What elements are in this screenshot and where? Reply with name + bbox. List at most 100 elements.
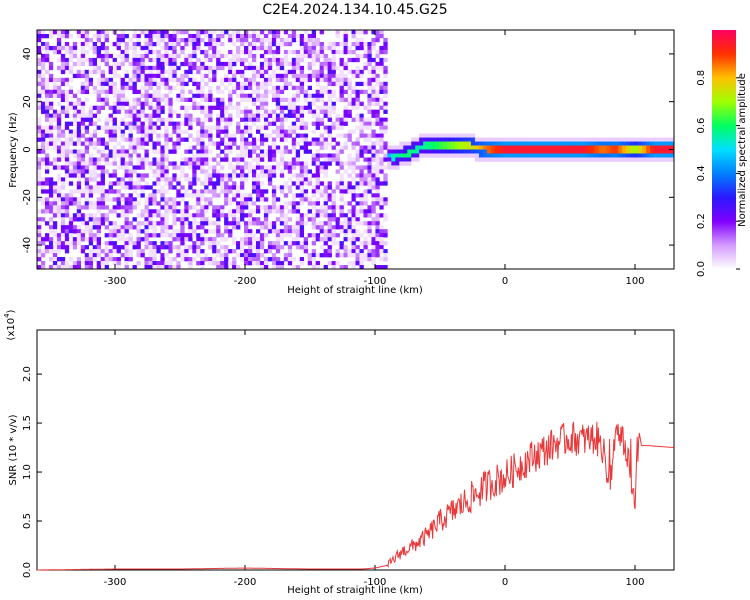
spectrogram-cell: [180, 137, 185, 142]
spectrogram-cell: [232, 77, 237, 83]
spectrogram-cell: [184, 57, 189, 63]
spectrogram-cell: [379, 245, 384, 250]
spectrogram-cell: [124, 101, 129, 106]
spectrogram-cell: [176, 113, 181, 118]
spectrogram-cell: [84, 41, 90, 47]
spectrogram-cell: [323, 165, 328, 170]
spectrogram-cell: [240, 237, 245, 242]
spectrogram-cell: [323, 65, 328, 71]
spectrogram-cell: [148, 113, 153, 118]
spectrogram-cell: [184, 113, 189, 118]
spectrogram-cell: [363, 173, 368, 178]
spectrogram-cell: [383, 89, 388, 95]
spectrogram-cell: [200, 189, 205, 194]
spectrogram-cell: [228, 201, 233, 206]
spectrogram-cell: [307, 233, 313, 238]
spectrogram-cell: [40, 109, 46, 114]
spectrogram-cell: [343, 249, 348, 254]
spectrogram-cell: [391, 145, 396, 150]
spectrogram-cell: [184, 201, 189, 206]
spectrogram-cell: [200, 65, 205, 71]
spectrogram-cell: [80, 233, 86, 238]
spectrogram-cell: [160, 213, 165, 218]
spectrogram-cell: [248, 49, 253, 55]
spectrogram-cell: [204, 169, 209, 174]
spectrogram-cell: [40, 33, 46, 39]
spectrogram-cell: [355, 173, 360, 178]
spectrogram-cell: [212, 53, 217, 59]
spectrogram-cell: [347, 261, 352, 266]
spectrogram-cell: [251, 33, 257, 39]
spectrogram-cell: [307, 101, 313, 106]
spectrogram-cell: [188, 89, 193, 95]
spectrogram-cell: [375, 185, 380, 190]
spectrogram-cell: [263, 265, 269, 270]
spectrogram-cell: [92, 33, 98, 39]
spectrogram-cell: [196, 105, 201, 110]
spectrogram-cell: [128, 121, 133, 126]
spectrogram-cell: [64, 33, 70, 39]
spectrogram-cell: [60, 77, 66, 83]
spectrogram-cell: [184, 129, 189, 134]
spectrogram-cell: [160, 229, 165, 234]
spectrogram-cell: [200, 137, 205, 142]
spectrogram-cell: [236, 85, 241, 91]
spectrogram-cell: [48, 181, 54, 186]
spectrogram-cell: [371, 217, 376, 222]
spectrogram-cell: [204, 73, 209, 79]
spectrogram-cell: [359, 265, 364, 270]
spectrogram-cell: [216, 89, 221, 95]
spectrogram-cell: [287, 37, 293, 43]
spectrogram-cell: [168, 41, 173, 47]
spectrogram-cell: [558, 145, 563, 150]
spectrogram-cell: [84, 181, 90, 186]
spectrogram-cell: [327, 61, 332, 67]
spectrogram-cell: [204, 157, 209, 162]
spectrogram-cell: [164, 225, 169, 230]
spectrogram-cell: [407, 153, 412, 158]
spectrogram-cell: [108, 189, 113, 194]
spectrogram-cell: [64, 169, 70, 174]
spectrogram-cell: [399, 161, 404, 166]
spectrogram-cell: [490, 145, 496, 150]
spectrogram-cell: [383, 125, 388, 130]
spectrogram-cell: [240, 41, 245, 47]
spectrogram-cell: [355, 65, 360, 71]
spectrogram-cell: [291, 129, 297, 134]
spectrogram-cell: [80, 101, 86, 106]
spectrogram-cell: [84, 77, 90, 83]
spectrogram-cell: [355, 185, 360, 190]
spectrogram-cell: [259, 157, 265, 162]
spectrogram-cell: [363, 165, 368, 170]
spectrogram-cell: [108, 241, 113, 246]
spectrogram-cell: [291, 73, 297, 79]
spectrogram-cell: [363, 229, 368, 234]
spectrogram-cell: [240, 185, 245, 190]
spectrogram-cell: [140, 105, 145, 110]
spectrogram-cell: [212, 237, 217, 242]
spectrogram-cell: [92, 141, 98, 146]
spectrogram-cell: [323, 105, 328, 110]
spectrogram-cell: [140, 45, 145, 51]
spectrogram-cell: [618, 153, 623, 158]
spectrogram-cell: [315, 93, 320, 99]
spectrogram-cell: [108, 185, 113, 190]
spectrogram-cell: [244, 77, 249, 83]
spectrogram-cell: [212, 241, 217, 246]
spectrogram-cell: [315, 77, 320, 83]
spectrogram-cell: [295, 89, 301, 95]
spectrogram-cell: [48, 229, 54, 234]
spectrogram-cell: [240, 97, 245, 102]
spectrogram-cell: [335, 249, 340, 254]
spectrogram-cell: [204, 177, 209, 182]
spectrogram-cell: [244, 241, 249, 246]
spectrogram-cell: [152, 145, 157, 150]
spectrogram-cell: [224, 117, 229, 122]
spectrogram-cell: [538, 153, 543, 158]
spectrogram-cell: [295, 53, 301, 59]
spectrogram-cell: [76, 89, 82, 95]
spectrogram-cell: [40, 217, 46, 222]
spectrogram-cell: [236, 113, 241, 118]
spectrogram-cell: [208, 113, 213, 118]
spectrogram-cell: [44, 53, 50, 59]
